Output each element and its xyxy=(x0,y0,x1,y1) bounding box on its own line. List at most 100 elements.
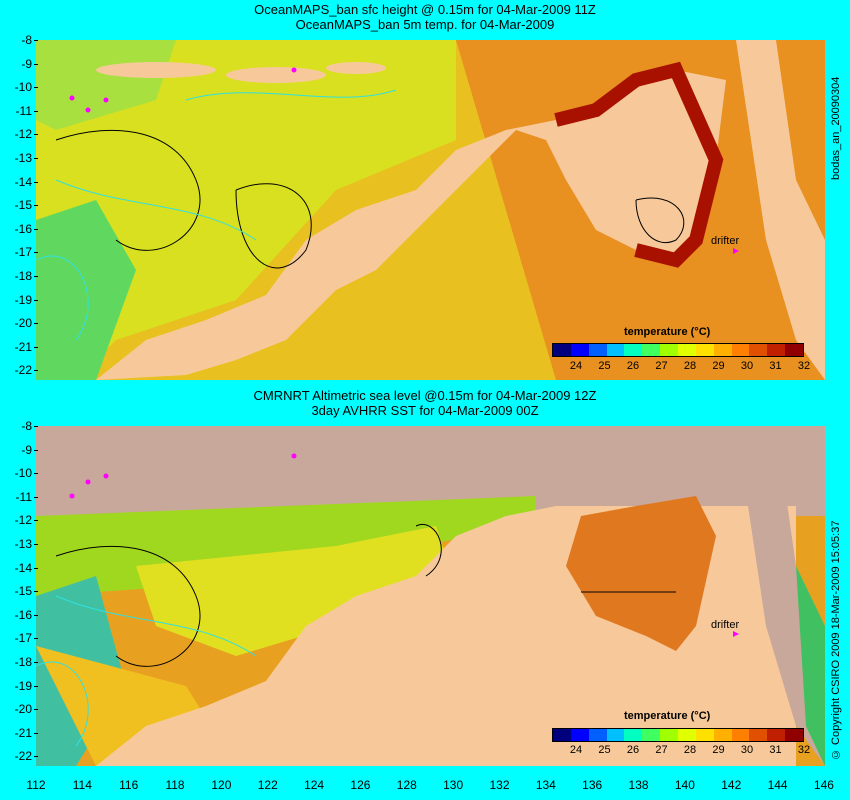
top-y-axis-tick: -11 xyxy=(2,104,38,118)
colorbar-swatch xyxy=(570,729,589,741)
top-title-line1: OceanMAPS_ban sfc height @ 0.15m for 04-… xyxy=(254,2,596,17)
colorbar-swatch xyxy=(606,729,625,741)
colorbar-label: 26 xyxy=(626,744,640,756)
colorbar-swatch xyxy=(570,344,589,356)
x-axis-tick: 140 xyxy=(674,778,695,792)
colorbar-label: 28 xyxy=(683,360,697,372)
australia-landmass xyxy=(96,70,726,380)
colorbar-swatch xyxy=(713,729,732,741)
bottom-side-label: © Copyright CSIRO 2009 18-Mar-2009 15:05… xyxy=(830,520,842,760)
colorbar-label: 25 xyxy=(598,360,611,372)
bottom-y-axis-tick: -15 xyxy=(2,584,38,598)
x-axis-tick: 126 xyxy=(350,778,371,792)
top-y-axis-tick: -8 xyxy=(2,33,38,47)
bottom-australia-landmass xyxy=(96,506,556,766)
x-axis-tick: 118 xyxy=(165,778,185,792)
x-axis-tick: 122 xyxy=(257,778,278,792)
top-drifter-label: drifter xyxy=(711,235,740,247)
top-y-axis-tick: -19 xyxy=(2,293,38,307)
x-axis-tick: 132 xyxy=(489,778,510,792)
colorbar-label: 24 xyxy=(569,744,583,756)
colorbar-swatch xyxy=(553,344,571,356)
top-y-axis-tick: -16 xyxy=(2,222,38,236)
colorbar-label: 25 xyxy=(598,744,611,756)
colorbar-label: 29 xyxy=(712,744,725,756)
bottom-y-axis-tick: -11 xyxy=(2,490,38,504)
bottom-y-axis-tick: -14 xyxy=(2,561,38,575)
colorbar-swatch xyxy=(695,344,714,356)
bottom-map-canvas xyxy=(36,426,825,766)
colorbar-swatch xyxy=(588,344,607,356)
colorbar-swatch xyxy=(785,729,804,741)
x-axis-tick: 124 xyxy=(304,778,325,792)
x-axis-tick: 142 xyxy=(721,778,742,792)
top-side-label: bodas_an_20090304 xyxy=(830,76,842,180)
bottom-colorbar xyxy=(552,728,804,742)
x-axis-tick: 128 xyxy=(396,778,417,792)
colorbar-swatch xyxy=(749,344,768,356)
bottom-colorbar-title: temperature (°C) xyxy=(624,710,711,722)
colorbar-swatch xyxy=(785,344,804,356)
bottom-y-axis-tick: -9 xyxy=(2,443,38,457)
colorbar-label: 30 xyxy=(740,744,754,756)
bottom-drifter-label: drifter xyxy=(711,619,740,631)
colorbar-swatch xyxy=(678,344,696,356)
bottom-y-axis-tick: -13 xyxy=(2,537,38,551)
colorbar-label: 31 xyxy=(769,744,782,756)
new-guinea-land xyxy=(736,40,825,380)
top-y-axis-tick: -21 xyxy=(2,340,38,354)
colorbar-swatch xyxy=(767,344,786,356)
x-axis-tick: 116 xyxy=(119,778,139,792)
colorbar-swatch xyxy=(660,729,679,741)
x-axis-tick: 120 xyxy=(211,778,232,792)
bottom-y-axis-tick: -18 xyxy=(2,655,38,669)
colorbar-label: 27 xyxy=(655,360,668,372)
colorbar-label: 24 xyxy=(569,360,583,372)
bottom-y-axis-tick: -12 xyxy=(2,513,38,527)
bottom-y-axis-tick: -20 xyxy=(2,702,38,716)
x-axis-tick: 134 xyxy=(535,778,556,792)
top-y-axis-tick: -13 xyxy=(2,151,38,165)
colorbar-label: 30 xyxy=(740,360,754,372)
colorbar-swatch xyxy=(731,729,750,741)
top-y-axis-tick: -10 xyxy=(2,80,38,94)
colorbar-swatch xyxy=(642,344,661,356)
colorbar-swatch xyxy=(588,729,607,741)
bottom-y-axis-tick: -16 xyxy=(2,608,38,622)
x-axis-tick: 112 xyxy=(26,778,46,792)
colorbar-swatch xyxy=(749,729,768,741)
top-colorbar-title: temperature (°C) xyxy=(624,326,711,338)
colorbar-swatch xyxy=(642,729,661,741)
bottom-y-axis-tick: -19 xyxy=(2,679,38,693)
colorbar-swatch xyxy=(624,344,643,356)
colorbar-label: 27 xyxy=(655,744,668,756)
top-map: drifter temperature (°C) 24 25 26 27 28 29 30 3… xyxy=(36,40,825,380)
x-axis-tick: 114 xyxy=(72,778,92,792)
top-y-axis-tick: -12 xyxy=(2,127,38,141)
x-axis-tick: 138 xyxy=(628,778,649,792)
top-title-line2: OceanMAPS_ban 5m temp. for 04-Mar-2009 xyxy=(295,17,555,32)
colorbar-swatch xyxy=(660,344,679,356)
top-colorbar xyxy=(552,343,804,357)
colorbar-swatch xyxy=(553,729,571,741)
top-y-axis-tick: -20 xyxy=(2,316,38,330)
top-drifter-marker xyxy=(733,248,739,254)
colorbar-label: 28 xyxy=(683,744,697,756)
bottom-y-axis-tick: -8 xyxy=(2,419,38,433)
top-map-canvas xyxy=(36,40,825,380)
x-axis-tick: 130 xyxy=(443,778,464,792)
colorbar-swatch xyxy=(767,729,786,741)
colorbar-label: 29 xyxy=(712,360,725,372)
bottom-y-axis-tick: -22 xyxy=(2,749,38,763)
bottom-y-axis-tick: -17 xyxy=(2,631,38,645)
bottom-title-line1: CMRNRT Altimetric sea level @0.15m for 0… xyxy=(253,388,597,403)
top-y-axis-tick: -22 xyxy=(2,363,38,377)
bottom-y-axis-tick: -21 xyxy=(2,726,38,740)
colorbar-swatch xyxy=(624,729,643,741)
bottom-y-axis-tick: -10 xyxy=(2,466,38,480)
bottom-title-line2: 3day AVHRR SST for 04-Mar-2009 00Z xyxy=(311,403,539,418)
colorbar-label: 26 xyxy=(626,360,640,372)
gulf-of-carpentaria xyxy=(566,496,716,651)
bottom-drifter-marker xyxy=(733,631,739,637)
colorbar-label: 32 xyxy=(797,744,811,756)
